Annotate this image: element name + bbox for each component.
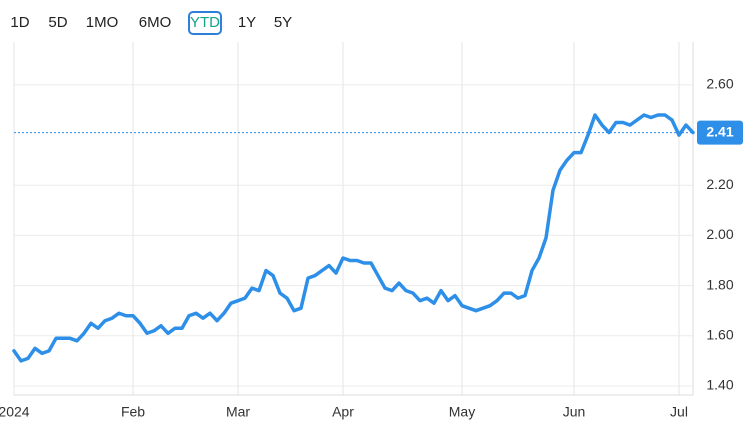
y-tick-label: 1.80 [706, 276, 733, 292]
price-line [12, 113, 695, 363]
y-tick-label: 1.60 [706, 326, 733, 342]
x-tick-label: 2024 [0, 404, 30, 420]
range-button[interactable]: YTD [190, 14, 220, 31]
x-tick-label: Jun [563, 404, 586, 420]
x-tick-label: Feb [121, 404, 145, 420]
last-price-tag [697, 120, 743, 145]
x-tick-label: Mar [226, 404, 250, 420]
range-button[interactable]: 6MO [139, 14, 172, 31]
range-button[interactable]: 5Y [274, 14, 292, 31]
x-tick-label: May [449, 404, 475, 420]
x-tick-label: Jul [670, 404, 688, 420]
selected-range-box [188, 11, 222, 35]
range-button[interactable]: 1MO [86, 14, 119, 31]
y-tick-label: 1.40 [706, 377, 733, 393]
range-button[interactable]: 5D [48, 14, 67, 31]
x-tick-label: Apr [332, 404, 354, 420]
y-tick-label: 2.60 [706, 76, 733, 92]
last-price-label: 2.41 [706, 123, 733, 139]
range-button[interactable]: 1Y [238, 14, 256, 31]
range-button[interactable]: 1D [10, 14, 29, 31]
y-tick-label: 2.20 [706, 176, 733, 192]
y-tick-label: 2.00 [706, 226, 733, 242]
